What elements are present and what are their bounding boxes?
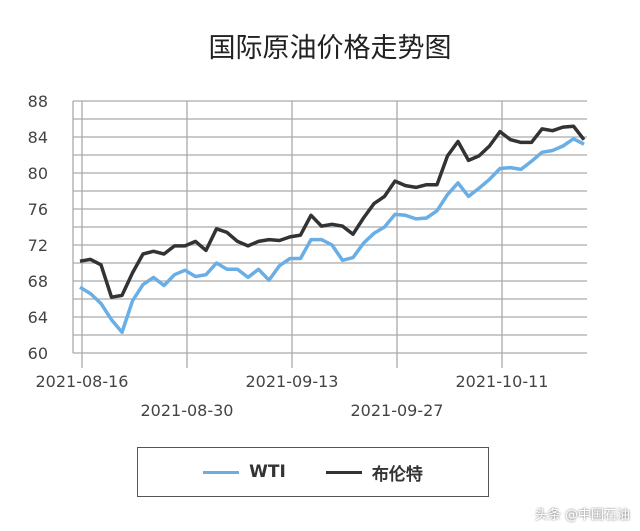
y-tick-label: 64	[28, 308, 48, 327]
y-tick-label: 88	[28, 92, 48, 111]
x-tick-label: 2021-10-11	[456, 372, 549, 391]
legend-label: 布伦特	[371, 464, 423, 485]
y-tick-label: 76	[28, 200, 48, 219]
series-line-brent	[79, 124, 586, 299]
y-tick-label: 72	[28, 236, 48, 255]
legend-item-wti: WTI	[203, 462, 286, 482]
series-line-wti	[79, 137, 585, 335]
y-tick-label: 68	[28, 272, 48, 291]
y-tick-label: 84	[28, 128, 48, 147]
legend-label: WTI	[249, 462, 286, 482]
legend-swatch	[325, 470, 362, 474]
x-tick-label: 2021-09-13	[246, 372, 339, 391]
x-tick-label: 2021-09-27	[351, 401, 444, 420]
x-tick-label: 2021-08-30	[141, 401, 234, 420]
chart-title: 国际原油价格走势图	[208, 33, 452, 64]
y-tick-label: 60	[28, 344, 48, 363]
watermark: 头条 @中国石油	[534, 508, 630, 523]
legend: WTI 布伦特	[137, 447, 489, 497]
legend-swatch	[203, 470, 240, 474]
y-tick-label: 80	[28, 164, 48, 183]
legend-item-brent: 布伦特	[325, 460, 423, 485]
x-tick-label: 2021-08-16	[36, 372, 129, 391]
